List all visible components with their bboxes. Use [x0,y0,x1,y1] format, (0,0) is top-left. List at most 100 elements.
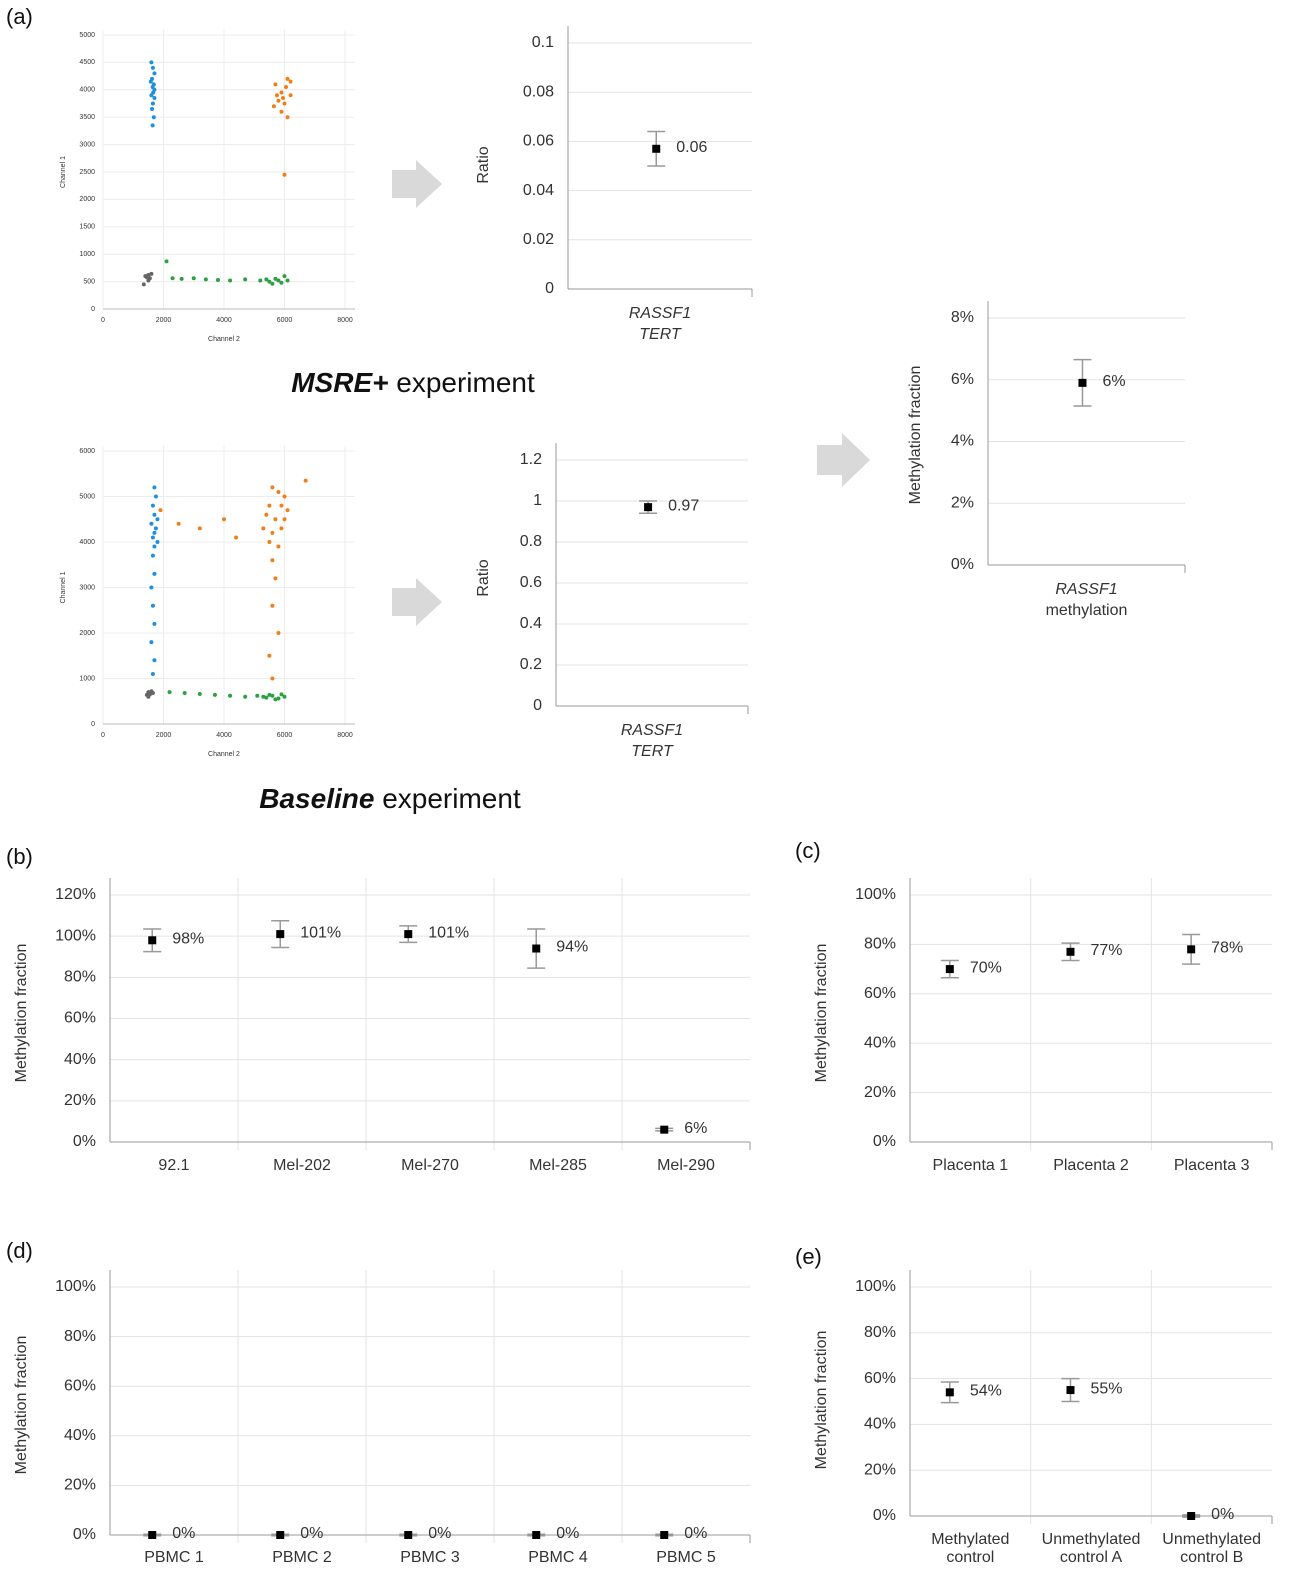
value-label: 0.06 [676,139,707,156]
x-tick-label: 6000 [277,317,293,324]
point [273,697,278,702]
panel-label: (e) [795,1244,822,1269]
y-tick-label: 0.6 [520,574,542,591]
x-tick-label: 92.1 [158,1157,189,1174]
point [264,512,269,517]
point [152,96,157,101]
point [267,653,272,658]
x-tick-label: TERT [631,743,674,760]
y-axis-label: Methylation fraction [13,1336,30,1475]
x-axis-label: Channel 2 [208,751,240,758]
point [152,512,157,517]
y-tick-label: 4000 [79,539,95,546]
y-tick-label: 60% [864,1370,896,1387]
value-label: 101% [300,924,341,941]
arrow [817,433,870,487]
point [288,93,293,98]
x-tick-label: Mel-202 [273,1157,331,1174]
point [270,693,275,698]
y-tick-label: 80% [64,969,96,986]
point [285,508,290,513]
y-axis-label: Methylation fraction [813,1331,830,1470]
point [167,690,172,695]
arrow [392,578,442,626]
caption-rest: experiment [396,367,535,398]
point [276,98,281,103]
x-tick-label: PBMC 5 [656,1549,716,1566]
point [191,276,196,281]
point [279,90,284,95]
y-axis-label: Methylation fraction [13,944,30,1083]
x-tick-label: PBMC 3 [400,1549,460,1566]
point [152,658,157,663]
point [141,282,146,287]
value-label: 55% [1090,1380,1122,1397]
value-label: 0% [556,1525,579,1542]
point [197,691,202,696]
y-axis-label: Ratio [475,146,492,183]
x-tick-label: RASSF1 [1055,581,1117,598]
point [182,691,187,696]
point [150,106,155,111]
point [176,521,181,526]
x-tick-label: PBMC 1 [144,1549,204,1566]
y-tick-label: 0 [533,697,542,714]
y-tick-label: 20% [864,1461,896,1478]
point [149,271,154,276]
point [151,115,156,120]
y-tick-label: 3000 [79,141,95,148]
point [152,71,157,76]
point [150,503,155,508]
x-tick-label: 4000 [216,732,232,739]
y-tick-label: 4500 [79,59,95,66]
x-tick-label: control [946,1549,994,1566]
point [273,82,278,87]
point [158,508,163,513]
y-tick-label: 0.8 [520,533,542,550]
point [152,621,157,626]
value-label: 0% [300,1525,323,1542]
point [404,1531,413,1539]
point [146,694,151,699]
point [152,87,157,92]
point [267,692,272,697]
x-tick-label: control B [1180,1549,1243,1566]
y-tick-label: 2000 [79,196,95,203]
point [144,275,149,280]
point [285,76,290,81]
point [152,485,157,490]
y-tick-label: 0% [873,1133,896,1150]
x-tick-label: control A [1060,1549,1123,1566]
x-tick-label: RASSF1 [629,305,691,322]
point [149,640,154,645]
y-tick-label: 2% [951,494,974,511]
y-tick-label: 3500 [79,114,95,121]
point [150,123,155,128]
y-tick-label: 5000 [79,32,95,39]
x-tick-label: TERT [639,326,682,343]
point [197,526,202,531]
point [945,965,954,974]
point [228,278,233,283]
point [644,503,653,512]
point [1187,945,1196,954]
x-tick-label: 2000 [156,732,172,739]
x-tick-label: Placenta 1 [933,1157,1009,1174]
point [282,101,287,106]
point [279,692,284,697]
y-tick-label: 100% [55,1278,96,1295]
y-tick-label: 60% [864,985,896,1002]
y-tick-label: 4% [951,433,974,450]
y-tick-label: 2500 [79,169,95,176]
caption-rest: experiment [382,783,521,814]
point [170,276,175,281]
value-label: 0% [1211,1506,1234,1523]
point [279,109,284,114]
point [276,544,281,549]
point [303,478,308,483]
point [148,79,153,84]
point [282,172,287,177]
y-tick-label: 8% [951,309,974,326]
point [264,277,269,282]
point [279,526,284,531]
